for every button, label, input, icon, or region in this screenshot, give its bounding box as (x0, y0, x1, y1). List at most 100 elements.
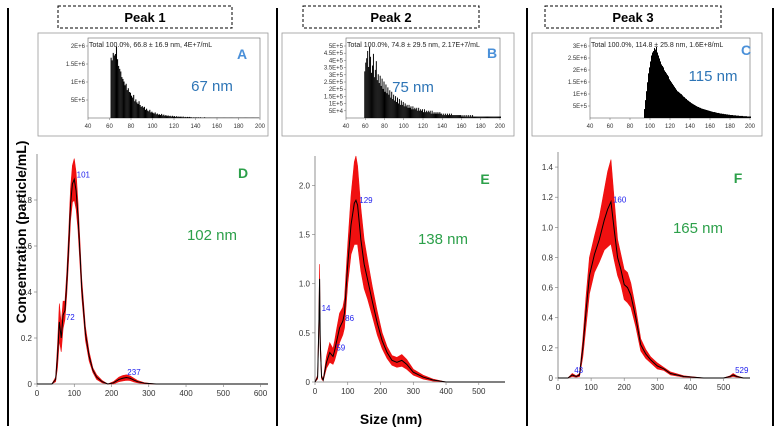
histogram-bar (676, 89, 677, 118)
histogram-bar (652, 52, 653, 118)
histogram-bar (410, 106, 412, 118)
histogram-bar (143, 106, 145, 118)
histogram-bar (488, 116, 490, 118)
histogram-bar (449, 115, 451, 118)
histogram-bar (189, 116, 191, 118)
histogram-bar (500, 116, 501, 118)
histogram-bar (460, 115, 462, 118)
histogram-bar (729, 114, 730, 118)
histogram-bar (175, 116, 177, 118)
histogram-bar (740, 115, 741, 118)
histogram-bar (139, 104, 141, 118)
inset-size-label: 115 nm (689, 68, 738, 85)
histogram-bar (736, 115, 737, 118)
histogram-bar (435, 112, 437, 118)
histogram-bar (444, 115, 446, 118)
histogram-bar (438, 113, 440, 118)
histogram-bar (133, 94, 135, 118)
y-tick-label: 2.5E+6 (568, 56, 588, 62)
histogram-bar (678, 91, 679, 118)
histogram-bar (408, 104, 410, 118)
histogram-bar (428, 112, 430, 118)
x-tick-label: 100 (584, 383, 598, 392)
histogram-bar (697, 106, 698, 118)
histogram-bar (687, 100, 688, 118)
histogram-bar (390, 97, 392, 118)
distribution-size-label: 165 nm (673, 220, 723, 237)
histogram-bar (663, 67, 664, 118)
histogram-bar (710, 111, 711, 118)
histogram-bar (653, 51, 654, 118)
peak-label: 101 (77, 170, 91, 179)
histogram-bar (703, 109, 704, 118)
y-tick-label: 1.4 (542, 163, 554, 172)
x-tick-label: 60 (362, 124, 369, 130)
histogram-bar (186, 116, 188, 118)
peak-2-title-box (302, 5, 480, 29)
histogram-bar (180, 116, 182, 118)
histogram-bar (475, 116, 477, 118)
histogram-bar (739, 115, 740, 118)
histogram-bar (452, 115, 454, 118)
x-tick-label: 300 (651, 383, 665, 392)
histogram-bar (700, 107, 701, 118)
histogram-bar (171, 115, 173, 118)
histogram-bar (394, 100, 396, 118)
histogram-bar (675, 88, 676, 118)
histogram-bar (160, 115, 162, 118)
histogram-bar (474, 116, 476, 118)
x-tick-label: 160 (456, 124, 467, 130)
histogram-bar (392, 99, 394, 118)
histogram-bar (445, 113, 447, 118)
y-tick-label: 0.2 (542, 344, 554, 353)
histogram-bar (690, 102, 691, 118)
histogram-bar (748, 116, 749, 118)
histogram-bar (717, 112, 718, 118)
histogram-bar (443, 113, 445, 118)
x-tick-label: 40 (587, 124, 594, 130)
y-tick-label: 0.2 (21, 334, 33, 343)
histogram-bar (688, 100, 689, 118)
histogram-bar (364, 71, 366, 118)
inset-letter: A (237, 46, 247, 62)
histogram-bar (472, 115, 474, 118)
histogram-bar (393, 94, 395, 118)
histogram-bar (383, 81, 385, 118)
histogram-bar (494, 116, 496, 118)
histogram-bar (169, 115, 171, 118)
x-tick-label: 400 (439, 387, 453, 396)
histogram-bar (659, 58, 660, 118)
x-tick-label: 300 (407, 387, 421, 396)
histogram-bar (464, 115, 466, 118)
histogram-bar (744, 116, 745, 118)
peak-1-title-box (57, 5, 233, 29)
histogram-bar (369, 46, 371, 119)
y-tick-label: 1.5E+6 (66, 62, 86, 68)
histogram-bar (741, 115, 742, 118)
histogram-bar (746, 116, 747, 118)
histogram-bar (110, 57, 112, 118)
histogram-bar (645, 100, 646, 118)
histogram-bar (686, 98, 687, 118)
y-tick-label: 0.5 (299, 329, 311, 338)
histogram-bar (419, 110, 421, 118)
histogram-bar (423, 109, 425, 118)
histogram-bar (407, 107, 409, 118)
histogram-bar (706, 109, 707, 118)
histogram-bar (141, 106, 143, 118)
histogram-bar (668, 76, 669, 118)
peak-label: 43 (574, 366, 583, 375)
distribution-letter: E (480, 171, 489, 187)
y-tick-label: 1E+6 (71, 80, 86, 86)
histogram-bar (666, 73, 667, 118)
histogram-bar (724, 114, 725, 118)
inset-stats-text: Total 100.0%, 114.8 ± 25.8 nm, 1.6E+8/mL (591, 42, 723, 49)
histogram-bar (738, 115, 739, 118)
histogram-bar (656, 46, 657, 119)
histogram-bar (434, 113, 436, 118)
histogram-bar (457, 115, 459, 118)
histogram-bar (399, 104, 401, 118)
x-tick-label: 200 (105, 389, 119, 398)
y-tick-label: 0.4 (21, 288, 33, 297)
histogram-bar (681, 94, 682, 118)
